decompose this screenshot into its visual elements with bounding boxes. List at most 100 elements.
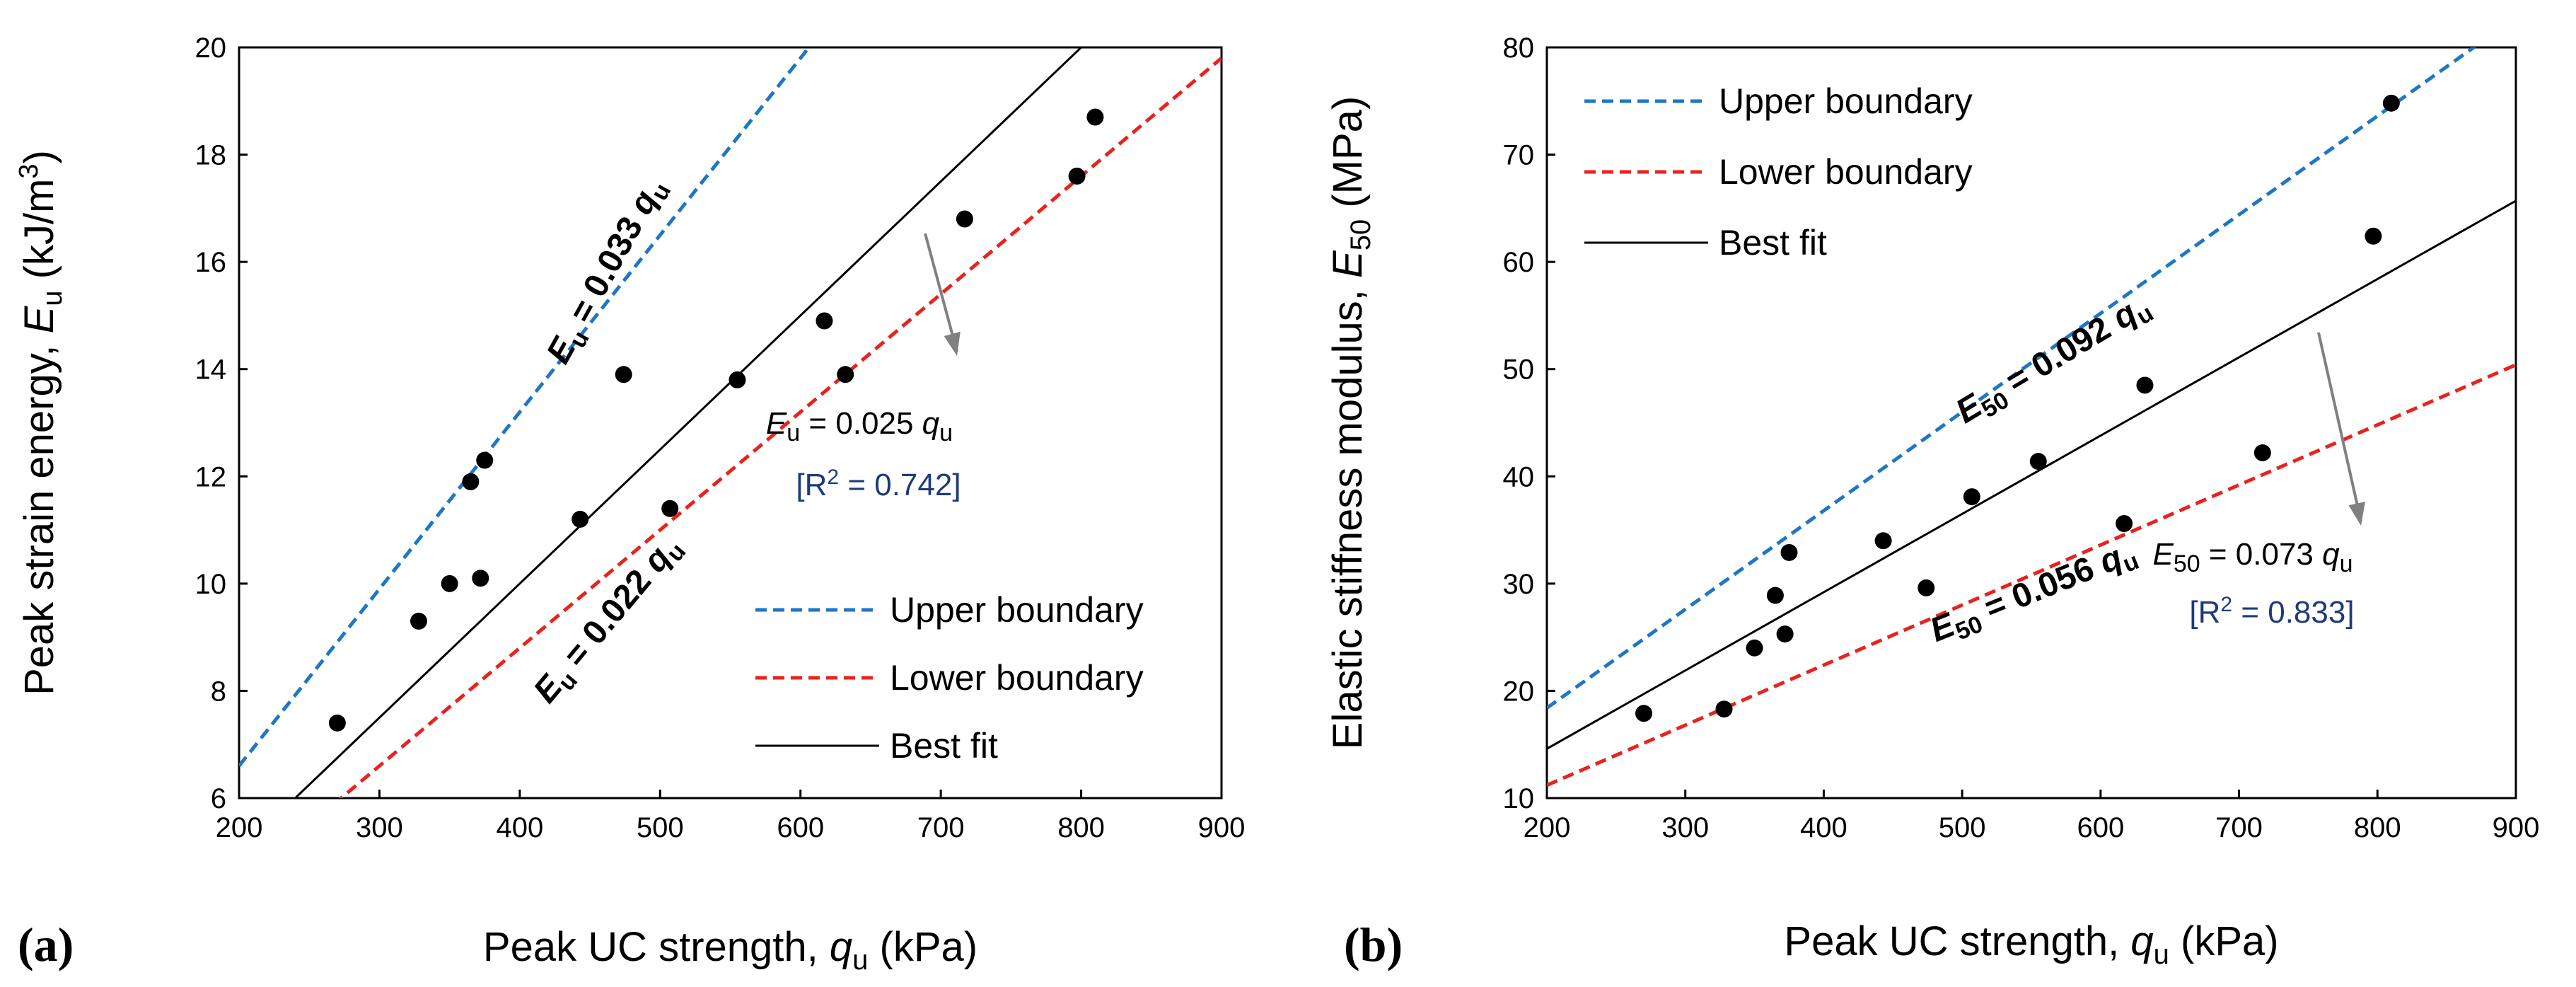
y-axis-label-sup: 3 <box>14 163 44 178</box>
data-point <box>1715 700 1733 718</box>
y-tick-label: 40 <box>1503 461 1535 492</box>
data-point <box>661 500 679 517</box>
x-tick-label: 500 <box>637 812 684 843</box>
y-axis-label-main: Peak strain energy, <box>16 333 62 695</box>
y-tick-label: 16 <box>195 247 227 278</box>
data-point <box>956 210 973 228</box>
plot-frame <box>238 46 1223 800</box>
plot-frame <box>1545 46 2517 800</box>
y-axis-label-main: Elastic stiffness modulus, <box>1325 278 1371 749</box>
y-axis-label: Peak strain energy, Eu (kJ/m3) <box>14 150 68 695</box>
x-axis-label-var: q <box>2130 918 2153 964</box>
data-point <box>1780 543 1798 561</box>
data-point <box>2029 453 2047 471</box>
data-point <box>462 473 480 490</box>
r-squared-post: = 0.833] <box>2232 595 2354 630</box>
series-group <box>239 47 1222 798</box>
x-axis-label-sub: u <box>852 945 868 976</box>
best-fit-equation: E50 = 0.073 qu <box>2152 537 2352 577</box>
y-tick-label: 12 <box>195 461 227 492</box>
data-point <box>1776 625 1794 643</box>
x-axis-label-var: q <box>830 924 852 970</box>
y-tick-label: 60 <box>1503 247 1535 278</box>
x-tick-label: 300 <box>356 812 403 843</box>
x-axis-label-unit: (kPa) <box>868 924 977 970</box>
data-point <box>1086 108 1104 126</box>
r-squared-label: [R2 = 0.742] <box>796 466 961 502</box>
data-point <box>1746 639 1763 657</box>
annotation-arrowhead <box>2348 502 2366 526</box>
data-point <box>837 366 854 383</box>
r-squared-sup: 2 <box>827 466 839 489</box>
data-point <box>572 510 589 528</box>
x-tick-label: 600 <box>2077 812 2124 843</box>
x-tick-label: 700 <box>917 812 965 843</box>
data-point <box>2253 444 2271 461</box>
data-point <box>615 366 632 383</box>
best-fit-equation-qsub: u <box>2340 550 2353 577</box>
r-squared-post: = 0.742] <box>839 468 961 502</box>
x-tick-label: 400 <box>496 812 543 843</box>
data-point <box>1963 488 1980 506</box>
r-squared-label: [R2 = 0.833] <box>2189 593 2354 630</box>
x-axis-label-unit: (kPa) <box>2169 918 2279 964</box>
y-tick-label: 20 <box>195 33 227 64</box>
y-axis-label: Elastic stiffness modulus, E50 (MPa) <box>1325 96 1376 749</box>
upper-boundary-equation: Eu = 0.033 qu <box>540 171 677 372</box>
y-tick-label: 10 <box>195 569 227 600</box>
best-fit-equation-sub: u <box>787 420 800 446</box>
y-tick-label: 8 <box>211 676 226 707</box>
legend-label: Lower boundary <box>890 658 1144 698</box>
x-axis-label-main: Peak UC strength, <box>483 924 830 970</box>
chart-a: 200 300 400 500 600 700 800 900 6 8 10 12 14 16 18 20 Up… <box>14 33 1246 976</box>
best-fit-equation-coef: = 0.073 <box>2200 537 2322 572</box>
best-fit-equation: Eu = 0.025 qu <box>766 406 953 446</box>
lower-boundary-equation-coef: = 0.056 <box>1971 546 2108 631</box>
best-fit-equation-q: q <box>922 406 940 441</box>
data-point <box>2116 514 2133 532</box>
y-axis-label-var: E <box>1325 250 1371 278</box>
series-group <box>1547 47 2516 787</box>
y-tick-label: 6 <box>211 783 226 814</box>
y-tick-label: 20 <box>1503 676 1535 707</box>
x-axis-label-sub: u <box>2154 939 2169 970</box>
x-axis-label: Peak UC strength, qu (kPa) <box>1784 918 2278 970</box>
annotation-arrowhead <box>944 331 961 356</box>
lower-boundary-equation: E50 = 0.056 qu <box>1925 533 2142 654</box>
data-point <box>1766 587 1784 604</box>
best-fit-equation-var: E <box>766 406 787 441</box>
data-point <box>472 570 489 587</box>
r-squared-pre: [R <box>796 468 827 502</box>
annotation-arrow <box>924 233 958 352</box>
data-point <box>2382 94 2400 112</box>
x-axis-label: Peak UC strength, qu (kPa) <box>483 924 977 976</box>
panel-label: (b) <box>1344 918 1403 971</box>
upper-boundary-line <box>1547 47 2477 710</box>
x-tick-label: 300 <box>1661 812 1709 843</box>
data-point <box>1068 167 1086 185</box>
best-fit-equation-qsub: u <box>939 420 953 446</box>
legend-label: Lower boundary <box>1719 152 1973 192</box>
r-squared-pre: [R <box>2189 595 2220 630</box>
x-tick-label: 900 <box>2493 812 2540 843</box>
x-tick-label: 800 <box>1057 812 1105 843</box>
x-tick-label: 900 <box>1198 812 1246 843</box>
x-tick-label: 200 <box>216 812 263 843</box>
y-tick-label: 10 <box>1503 783 1535 814</box>
y-tick-label: 18 <box>195 140 227 171</box>
data-point <box>2136 376 2154 394</box>
best-fit-line <box>294 47 1083 798</box>
data-point <box>1635 705 1652 722</box>
best-fit-equation-coef: = 0.025 <box>800 406 922 441</box>
y-axis-label-close: ) <box>16 150 62 163</box>
y-axis-label-unit: (kJ/m <box>16 179 62 291</box>
data-point <box>1918 579 1935 596</box>
data-point <box>441 575 458 592</box>
x-tick-label: 500 <box>1939 812 1986 843</box>
chart-b: 200 300 400 500 600 700 800 900 10 20 30 40 50 60 70 80… <box>1325 33 2540 971</box>
lower-boundary-line <box>338 57 1222 798</box>
y-tick-label: 14 <box>195 354 227 386</box>
x-axis-label-main: Peak UC strength, <box>1784 918 2130 964</box>
x-tick-label: 700 <box>2215 812 2263 843</box>
